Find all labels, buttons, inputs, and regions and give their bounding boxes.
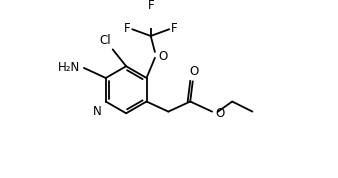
Text: Cl: Cl bbox=[99, 34, 111, 47]
Text: O: O bbox=[189, 65, 198, 78]
Text: F: F bbox=[124, 22, 130, 35]
Text: H₂N: H₂N bbox=[58, 61, 80, 74]
Text: F: F bbox=[147, 0, 154, 12]
Text: O: O bbox=[158, 50, 168, 63]
Text: F: F bbox=[171, 22, 177, 35]
Text: O: O bbox=[215, 107, 225, 120]
Text: N: N bbox=[93, 105, 101, 118]
